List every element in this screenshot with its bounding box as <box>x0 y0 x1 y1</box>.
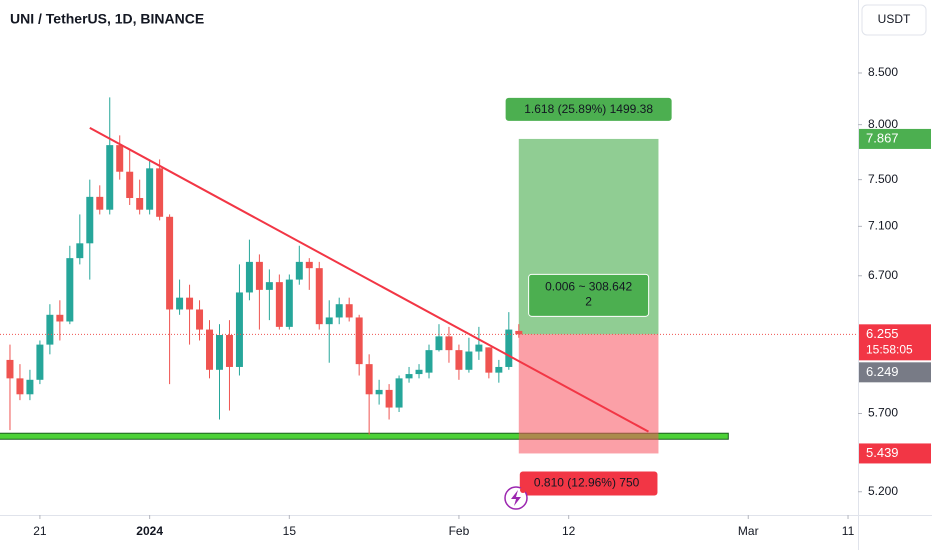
candle-body <box>445 336 453 351</box>
price-badge-label: 6.249 <box>866 364 899 379</box>
y-tick-label: 8.000 <box>868 117 898 131</box>
candle-body <box>86 196 94 244</box>
candle-body <box>415 369 423 375</box>
y-tick-label: 6.700 <box>868 268 898 282</box>
candle-body <box>215 335 223 370</box>
x-tick-label: 15 <box>283 524 297 538</box>
candle-body <box>395 378 403 408</box>
trendline <box>89 126 649 433</box>
y-tick-label: 5.200 <box>868 484 898 498</box>
candle-body <box>46 314 54 345</box>
candle-body <box>235 292 243 367</box>
candle-body <box>305 261 313 269</box>
candle-body <box>76 243 84 259</box>
candle-body <box>275 282 283 327</box>
candle-body <box>385 389 393 408</box>
candle-body <box>375 389 383 395</box>
target-label-box <box>505 97 672 121</box>
candle-body <box>315 268 323 325</box>
candle-body <box>345 304 353 318</box>
x-tick-label: Mar <box>738 524 759 538</box>
candle-body <box>116 145 124 172</box>
candle-body <box>325 317 333 325</box>
center-label: 2 <box>585 294 592 308</box>
candle-body <box>196 309 204 330</box>
candle-body <box>475 344 483 352</box>
price-badge-label: 5.439 <box>866 445 899 460</box>
y-tick-label: 8.500 <box>868 65 898 79</box>
candle-body <box>126 171 134 199</box>
x-tick-label: 21 <box>33 524 47 538</box>
candle-body <box>26 379 34 395</box>
currency-label[interactable]: USDT <box>878 12 911 26</box>
candle-body <box>365 364 373 395</box>
x-tick-label: Feb <box>449 524 470 538</box>
countdown: 15:58:05 <box>866 342 913 356</box>
candle-body <box>176 297 184 310</box>
candle-body <box>156 168 164 217</box>
candle-body <box>245 261 253 293</box>
candle-body <box>106 145 114 210</box>
candle-body <box>485 347 493 373</box>
candle-body <box>16 378 24 395</box>
candle-body <box>335 304 343 318</box>
candle-body <box>166 216 174 310</box>
x-tick-label: 2024 <box>136 524 163 538</box>
candle-body <box>435 336 443 351</box>
x-tick-label: 12 <box>562 524 576 538</box>
price-badge <box>859 362 931 383</box>
price-badge <box>859 128 931 149</box>
candle-body <box>56 314 64 322</box>
candle-body <box>265 282 273 290</box>
price-badge <box>859 324 931 361</box>
center-label: 0.006 ~ 308.642 <box>545 279 632 293</box>
candle-body <box>285 279 293 327</box>
candle-body <box>146 168 154 210</box>
candle-body <box>355 317 363 365</box>
candle-body <box>425 350 433 373</box>
candle-body <box>36 344 44 380</box>
candle-body <box>66 258 74 322</box>
stop-label-box <box>519 471 658 496</box>
candle-body <box>455 350 463 370</box>
candle-body <box>295 261 303 280</box>
candle-body <box>206 329 214 370</box>
candle-body <box>136 198 144 210</box>
candle-body <box>405 374 413 379</box>
candle-body <box>6 359 14 379</box>
y-tick-label: 7.100 <box>868 219 898 233</box>
price-badge <box>859 443 931 464</box>
loss-zone <box>518 334 659 454</box>
x-tick-label: 11 <box>842 524 855 538</box>
candle-body <box>495 366 503 373</box>
stop-label: 0.810 (12.96%) 750 <box>534 476 640 490</box>
price-badge-label: 7.867 <box>866 130 899 145</box>
support-line <box>0 432 729 440</box>
replay-icon[interactable] <box>504 486 528 510</box>
candle-body <box>255 261 263 290</box>
center-label-box <box>528 273 650 317</box>
currency-button[interactable] <box>861 4 927 36</box>
candle-body <box>96 196 104 210</box>
candle-body <box>225 335 233 367</box>
target-label: 1.618 (25.89%) 1499.38 <box>524 102 653 116</box>
candle-body <box>505 329 513 367</box>
candle-body <box>515 330 523 335</box>
y-tick-label: 7.500 <box>868 172 898 186</box>
candle-body <box>186 297 194 310</box>
y-tick-label: 5.700 <box>868 406 898 420</box>
candle-body <box>465 351 473 370</box>
price-badge-label: 6.255 <box>866 326 899 341</box>
chart-title: UNI / TetherUS, 1D, BINANCE <box>10 11 204 27</box>
